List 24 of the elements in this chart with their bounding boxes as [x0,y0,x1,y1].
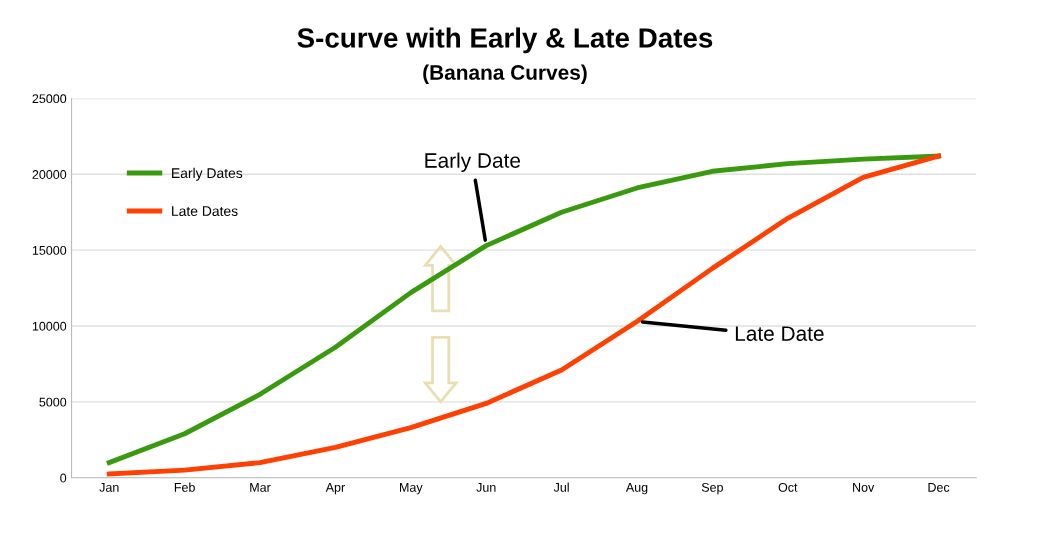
x-tick-label: Jan [99,483,119,492]
x-tick-label: Feb [174,482,195,492]
x-tick-label: May [400,483,423,495]
chart-title: S-curve with Early & Late Dates [297,27,713,54]
y-tick-label: 5000 [39,397,67,407]
x-tick-label: Jun [476,483,496,492]
x-tick-label: Aug [625,483,648,495]
y-tick-label: 15000 [32,245,67,255]
x-tick-label: Mar [250,483,271,492]
legend-label: Early Dates [172,167,243,181]
x-tick-label: Jul [553,482,569,492]
annotation: Late Date [735,326,824,341]
x-tick-label: Dec [928,483,950,492]
x-tick-label: Apr [325,483,345,495]
x-tick-label: Nov [853,483,875,492]
y-tick-label: 0 [60,473,67,483]
y-tick-label: 25000 [32,94,67,104]
x-tick-label: Oct [778,482,798,492]
y-tick-label: 20000 [32,170,67,179]
y-tick-label: 10000 [32,321,67,331]
legend-label: Late Dates [172,206,238,216]
chart-subtitle: (Banana Curves) [423,64,587,84]
x-tick-label: Sep [701,482,723,495]
annotation: Early Date [425,152,521,172]
